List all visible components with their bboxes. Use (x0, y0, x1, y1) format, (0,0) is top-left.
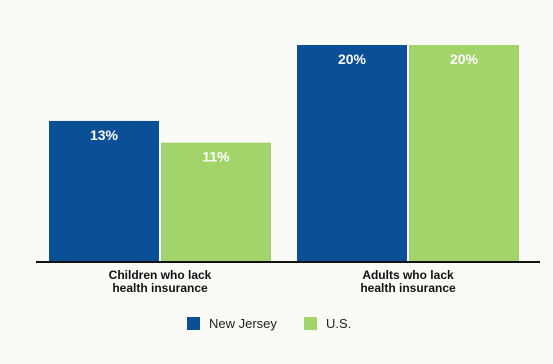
category-label-adults-line-1: Adults who lack (362, 268, 454, 282)
category-label-adults-line-2: health insurance (360, 281, 456, 295)
legend: New Jersey U.S. (187, 316, 351, 331)
bar-children-us (161, 142, 271, 262)
bars-group: 13% 11% 20% 20% (49, 45, 519, 262)
legend-label-new-jersey: New Jersey (209, 316, 277, 331)
legend-swatch-us (304, 317, 317, 330)
data-label-adults-new-jersey: 20% (338, 51, 367, 67)
bar-adults-us (409, 45, 519, 262)
data-label-children-us: 11% (202, 149, 230, 165)
data-label-adults-us: 20% (450, 51, 479, 67)
legend-label-us: U.S. (326, 316, 351, 331)
category-label-children-line-1: Children who lack (109, 268, 212, 282)
bar-adults-new-jersey (297, 45, 407, 262)
bar-children-new-jersey (49, 120, 159, 262)
legend-swatch-new-jersey (187, 317, 200, 330)
data-label-children-new-jersey: 13% (90, 127, 119, 143)
category-label-children-line-2: health insurance (112, 281, 208, 295)
